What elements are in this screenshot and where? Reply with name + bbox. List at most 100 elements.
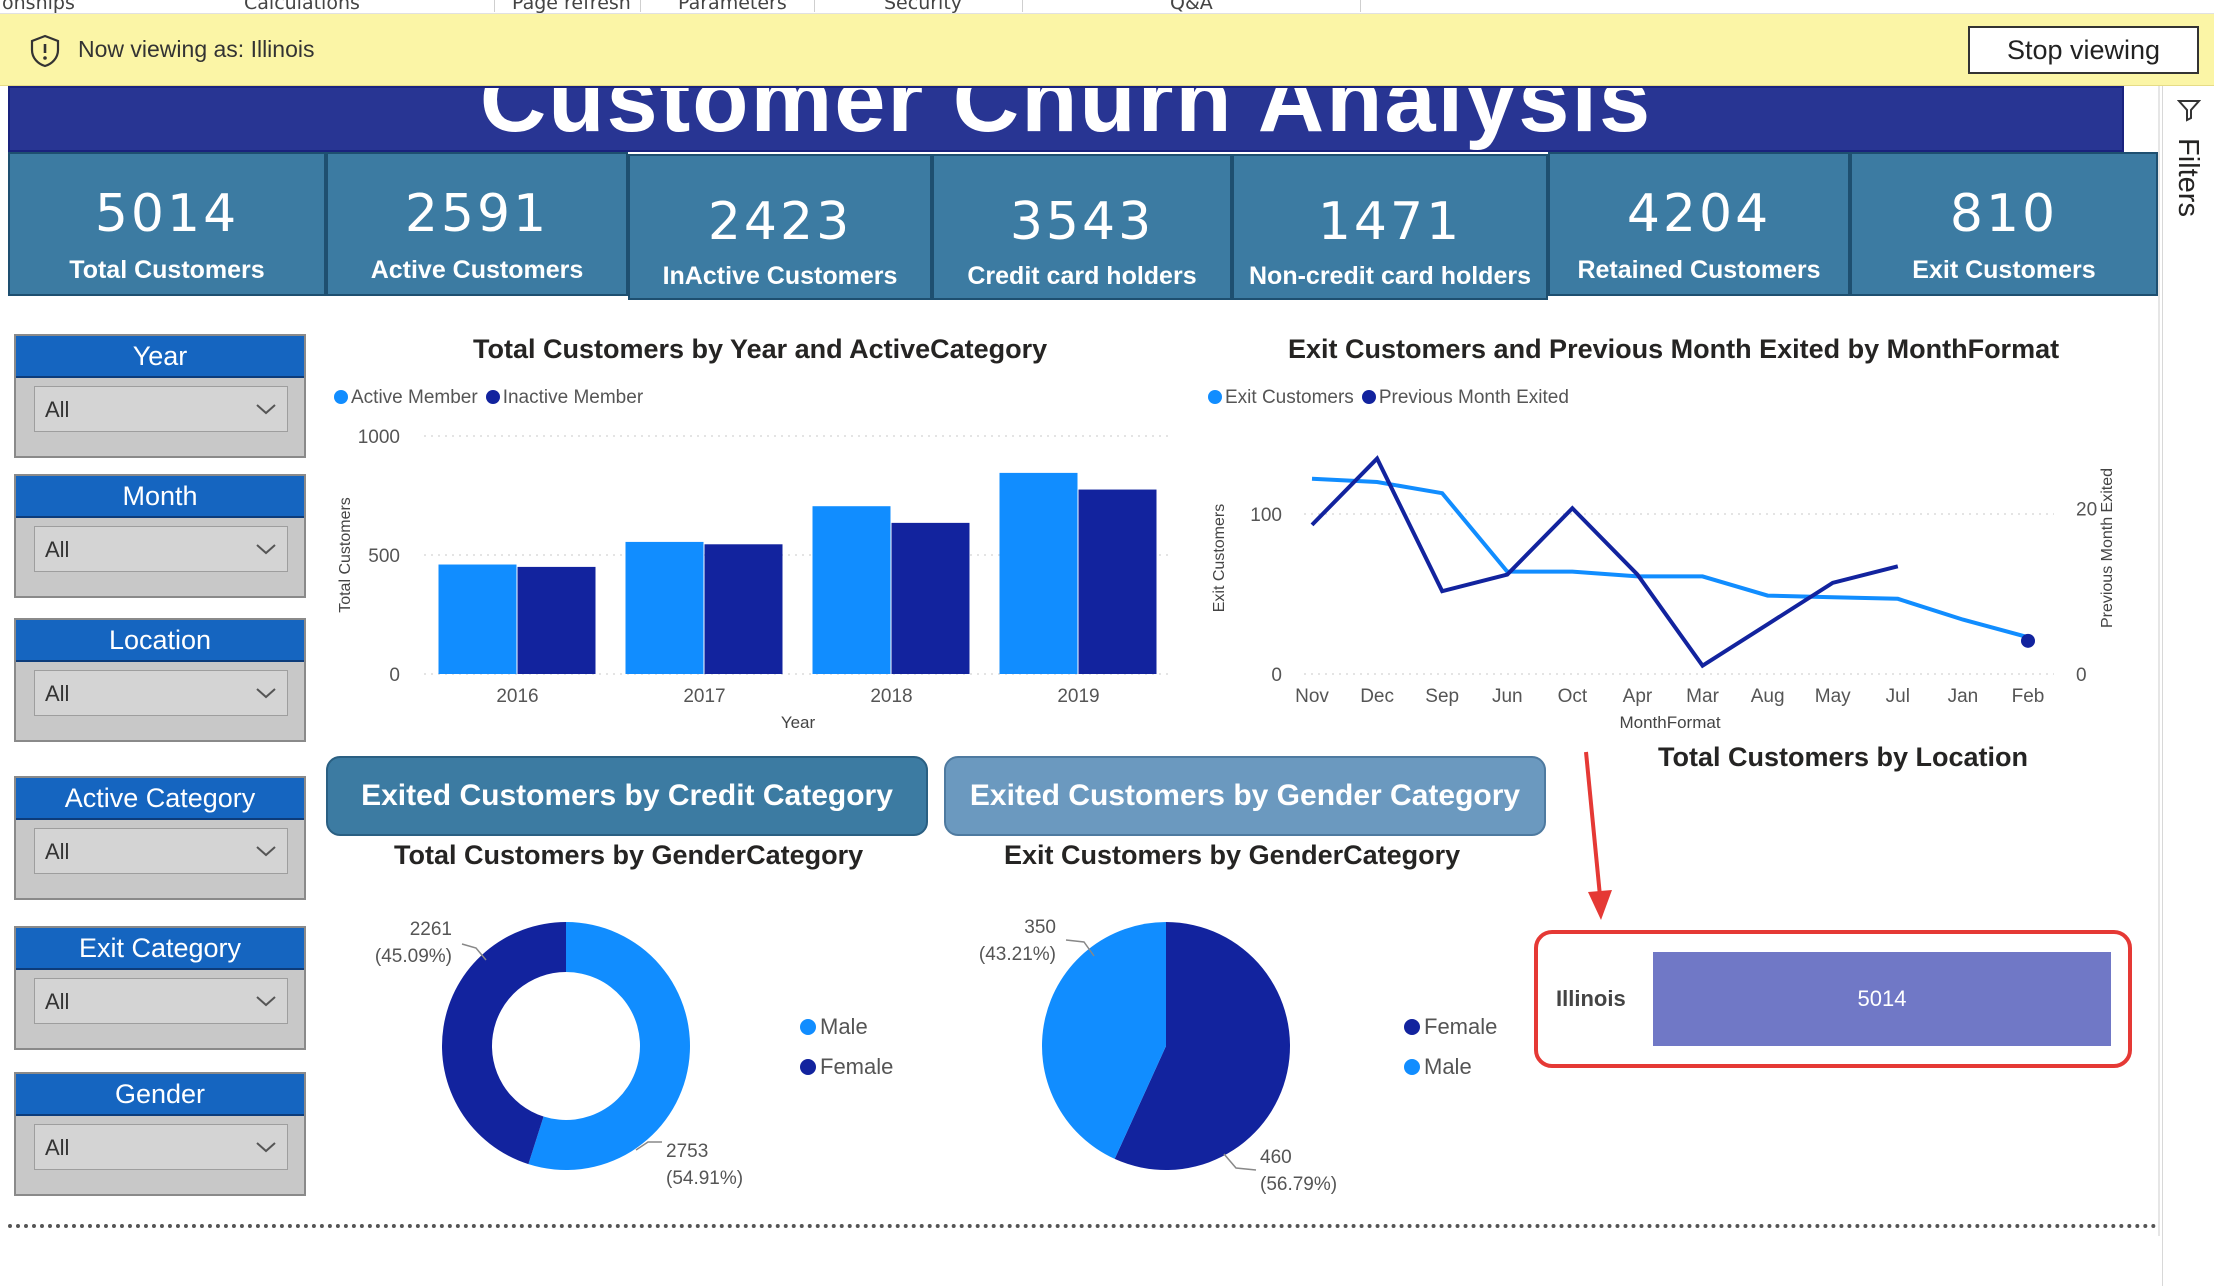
bar-2017-active[interactable]	[625, 541, 704, 674]
ribbon-item-parameters[interactable]: Parameters	[678, 0, 787, 14]
bar-chart-total-customers-by-year[interactable]: 0 500 1000 2016 2017 2018 2019 Year Total Custom…	[326, 412, 1186, 742]
slicer-dropdown-month[interactable]: All	[34, 526, 288, 572]
location-chart-title: Total Customers by Location	[1658, 742, 2029, 772]
legend-dot	[1208, 390, 1222, 404]
legend-item-female[interactable]: Female	[800, 1054, 893, 1080]
slice-value: 460	[1260, 1147, 1292, 1168]
kpi-card-non-credit-card-holders[interactable]: 1471 Non-credit card holders	[1232, 154, 1548, 300]
y2-tick-label: 20	[2076, 499, 2097, 520]
slicer-dropdown-exit-category[interactable]: All	[34, 978, 288, 1024]
slicer-dropdown-year[interactable]: All	[34, 386, 288, 432]
donut-chart-total-customers-by-gender[interactable]	[366, 880, 766, 1210]
legend-dot	[800, 1059, 816, 1075]
ribbon-item-calculations[interactable]: Calculations	[244, 0, 360, 14]
legend-item-male[interactable]: Male	[800, 1014, 893, 1040]
slicer-value: All	[45, 537, 70, 562]
slicer-title: Location	[16, 620, 304, 662]
ribbon-separator	[814, 0, 815, 12]
view-as-banner: Now viewing as: Illinois Stop viewing	[0, 14, 2214, 86]
slice-female[interactable]	[1114, 922, 1290, 1170]
slice-male[interactable]	[528, 922, 691, 1170]
legend-item-exit-customers[interactable]: Exit Customers	[1208, 387, 1354, 408]
legend-label: Previous Month Exited	[1378, 387, 1569, 408]
slicer-dropdown-active-category[interactable]: All	[34, 828, 288, 874]
kpi-card-active-customers[interactable]: 2591 Active Customers	[326, 152, 628, 296]
pie-chart-exit-customers-by-gender[interactable]	[966, 880, 1366, 1210]
ribbon-item-relationships[interactable]: onships	[2, 0, 75, 14]
pie-legend: Female Male	[1404, 1014, 1497, 1094]
line-series-exit-customers[interactable]	[1311, 476, 2029, 640]
kpi-label: Active Customers	[370, 256, 584, 284]
view-as-text: Now viewing as: Illinois	[78, 36, 315, 62]
slice-value: 2261	[409, 919, 452, 940]
line-chart-exit-customers-by-month[interactable]: 0 100 0 20 Nov Dec Sep Jun Oct Apr Mar Aug May Jul Jan…	[1200, 412, 2140, 742]
ribbon-separator	[1360, 0, 1361, 12]
bar-2016-inactive[interactable]	[517, 566, 596, 674]
slice-percent: (45.09%)	[374, 946, 452, 967]
stop-viewing-button[interactable]: Stop viewing	[1968, 26, 2199, 74]
bookmark-button-gender-category[interactable]: Exited Customers by Gender Category	[944, 756, 1546, 836]
kpi-value: 4204	[1626, 184, 1772, 244]
kpi-card-inactive-customers[interactable]: 2423 InActive Customers	[628, 154, 932, 300]
slicer-value: All	[45, 989, 70, 1014]
pie-chart-title: Exit Customers by GenderCategory	[1004, 840, 1461, 870]
slicer-gender: Gender All	[14, 1072, 306, 1196]
bar-2019-active[interactable]	[999, 472, 1078, 674]
y2-axis-title: Previous Month Exited	[2099, 468, 2116, 628]
bar-chart-legend: Active Member Inactive Member	[334, 387, 651, 409]
kpi-card-retained-customers[interactable]: 4204 Retained Customers	[1548, 152, 1850, 296]
slicer-dropdown-gender[interactable]: All	[34, 1124, 288, 1170]
slicer-dropdown-location[interactable]: All	[34, 670, 288, 716]
kpi-card-credit-card-holders[interactable]: 3543 Credit card holders	[932, 154, 1232, 300]
x-tick-label: Nov	[1295, 686, 1329, 707]
x-tick-label: Mar	[1686, 686, 1719, 707]
filter-icon[interactable]	[2177, 98, 2201, 122]
kpi-value: 1471	[1317, 192, 1463, 252]
slice-value: 350	[1024, 917, 1056, 938]
x-tick-label: Feb	[2012, 686, 2045, 707]
legend-item-male[interactable]: Male	[1404, 1054, 1497, 1080]
kpi-card-exit-customers[interactable]: 810 Exit Customers	[1850, 152, 2158, 296]
y2-tick-label: 0	[2076, 665, 2087, 686]
legend-label: Male	[1424, 1054, 1472, 1079]
legend-item-female[interactable]: Female	[1404, 1014, 1497, 1040]
bookmark-button-credit-category[interactable]: Exited Customers by Credit Category	[326, 756, 928, 836]
bar-2019-inactive[interactable]	[1078, 489, 1157, 674]
slice-male[interactable]	[1042, 922, 1166, 1159]
legend-label: Exit Customers	[1225, 387, 1354, 408]
pie-label-female: 460 (56.79%)	[1260, 1144, 1337, 1198]
bar-2018-active[interactable]	[812, 506, 891, 674]
filters-pane[interactable]: Filters	[2162, 86, 2214, 1286]
bar-2018-inactive[interactable]	[891, 522, 970, 674]
slicer-value: All	[45, 839, 70, 864]
legend-dot	[1404, 1059, 1420, 1075]
legend-item-previous-month-exited[interactable]: Previous Month Exited	[1361, 387, 1569, 408]
filters-label[interactable]: Filters	[2172, 138, 2204, 217]
kpi-card-total-customers[interactable]: 5014 Total Customers	[8, 152, 326, 296]
chevron-down-icon	[256, 688, 276, 699]
kpi-label: Non-credit card holders	[1249, 262, 1531, 290]
legend-dot	[334, 390, 348, 404]
legend-item-active-member[interactable]: Active Member	[334, 387, 478, 408]
slice-percent: (54.91%)	[666, 1168, 744, 1189]
kpi-label: InActive Customers	[662, 262, 898, 290]
ribbon-item-page-refresh[interactable]: Page refresh	[512, 0, 631, 14]
x-tick-label: Aug	[1751, 686, 1785, 707]
kpi-label: Credit card holders	[967, 262, 1197, 290]
ribbon-item-qna[interactable]: Q&A	[1170, 0, 1213, 14]
location-bar-illinois[interactable]: 5014	[1653, 952, 2111, 1046]
legend-item-inactive-member[interactable]: Inactive Member	[485, 387, 643, 408]
bar-2016-active[interactable]	[438, 564, 517, 674]
y-axis-title: Exit Customers	[1211, 504, 1228, 612]
report-title-bar: Customer Churn Analysis	[8, 86, 2124, 152]
page-edge	[2158, 86, 2160, 1236]
ribbon-strip: onships Calculations Page refresh Parame…	[0, 0, 2214, 14]
y-axis-title: Total Customers	[337, 497, 354, 613]
slice-female[interactable]	[442, 922, 566, 1165]
ribbon-item-security[interactable]: Security	[884, 0, 963, 14]
bar-2017-inactive[interactable]	[704, 544, 783, 674]
x-tick-label: Jun	[1492, 686, 1523, 707]
x-tick-label: Jul	[1886, 686, 1910, 707]
donut-label-male: 2753 (54.91%)	[666, 1138, 743, 1192]
location-category-label: Illinois	[1556, 986, 1626, 1011]
